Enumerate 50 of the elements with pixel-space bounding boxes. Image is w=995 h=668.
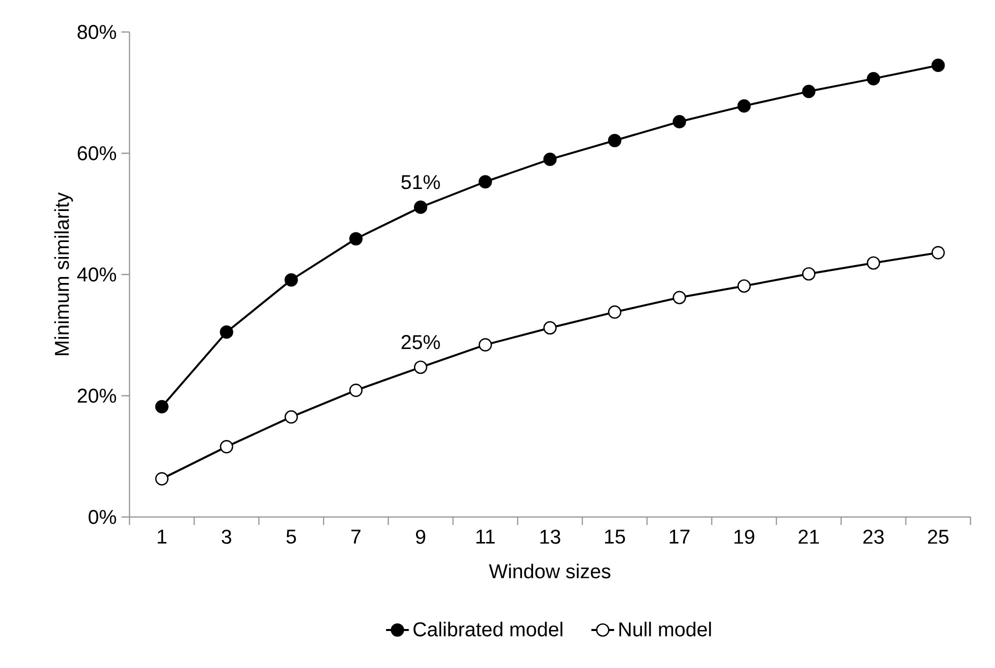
point [478,175,492,188]
y-tick-label: 20% [78,388,116,403]
x-axis-title: Window sizes [488,564,610,578]
annotation: 51% [401,175,440,190]
y-tick-label: 0% [88,510,116,524]
x-tick-label: 13 [540,530,560,544]
y-axis-title: Minimum similarity [54,192,73,356]
point [672,290,686,304]
x-tick-label: 21 [798,530,819,544]
point [802,267,816,281]
x-tick-label: 15 [605,530,625,544]
point [220,440,234,454]
x-tick-label: 3 [222,530,232,544]
x-tick-label: 9 [416,530,426,544]
point [349,232,363,246]
point [866,256,880,270]
point [155,400,169,414]
x-tick-label: 25 [928,530,948,544]
point [349,384,363,397]
point [478,338,492,352]
point [737,279,751,293]
x-tick-label: 19 [734,530,754,544]
x-tick-label: 11 [476,530,495,544]
y-tick-label: 40% [77,267,116,282]
point [220,325,234,339]
point [608,305,622,319]
x-tick-label: 5 [286,530,296,544]
point [543,321,557,335]
point [737,99,751,113]
point [414,360,428,374]
point [931,58,945,72]
legend-label: Calibrated model [414,622,562,636]
point [802,84,816,98]
point [284,273,298,287]
y-tick-label: 60% [78,146,116,160]
x-tick-label: 1 [158,530,166,544]
x-tick-label: 7 [351,530,360,544]
y-tick-label: 80% [78,24,116,40]
point [284,410,298,424]
point [414,200,428,214]
point [543,152,557,166]
point [155,472,169,486]
x-tick-label: 17 [670,530,690,544]
point [931,246,945,260]
point [866,72,880,86]
legend-label: Null model [619,622,711,636]
point [672,115,686,128]
x-tick-label: 23 [863,530,884,544]
annotation: 25% [402,335,440,350]
point [608,134,622,148]
